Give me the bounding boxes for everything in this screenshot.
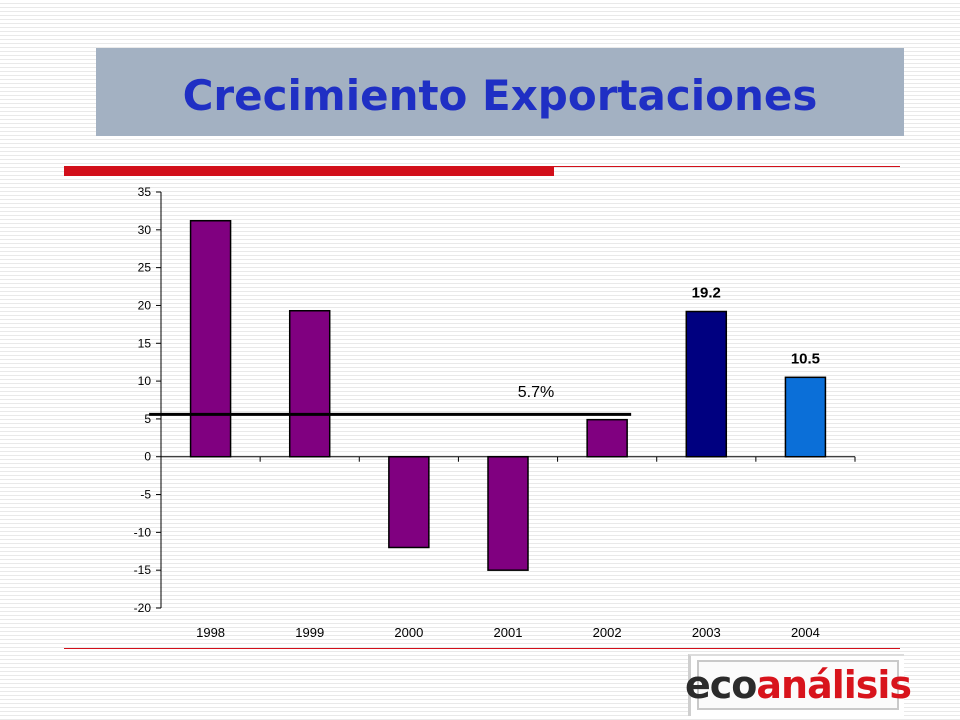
y-tick-label: 20 (138, 298, 152, 312)
bar-1998 (189, 219, 232, 458)
y-tick-label: 10 (138, 374, 152, 388)
ecoanalisis-logo: eco análisis (685, 660, 912, 710)
y-tick-label: 35 (138, 185, 152, 199)
y-tick-label: 30 (138, 223, 152, 237)
logo-text-analisis: análisis (756, 663, 912, 707)
data-label: 19.2 (692, 285, 721, 302)
y-tick-label: -15 (134, 563, 152, 577)
red-rule-thin-bottom (64, 648, 900, 649)
x-tick-label: 1998 (196, 625, 225, 640)
y-tick-label: -20 (134, 601, 152, 615)
y-tick-label: -10 (134, 525, 152, 539)
x-tick-label: 2003 (692, 625, 721, 640)
x-tick-label: 2001 (494, 625, 523, 640)
y-tick-label: 15 (138, 336, 152, 350)
reference-line-label: 5.7% (518, 384, 554, 401)
page-title: Crecimiento Exportaciones (182, 70, 818, 120)
bar-2000 (388, 455, 430, 549)
bar-2001 (487, 455, 529, 571)
y-tick-label: -5 (140, 488, 151, 502)
x-tick-label: 1999 (295, 625, 324, 640)
title-bar: Crecimiento Exportaciones (96, 48, 904, 136)
x-tick-label: 2000 (394, 625, 423, 640)
x-tick-label: 2002 (593, 625, 622, 640)
bar-2003 (685, 310, 728, 458)
logo-text-eco: eco (684, 663, 757, 707)
x-tick-label: 2004 (791, 625, 820, 640)
red-rule-thick (64, 166, 554, 176)
bar-1999 (288, 309, 331, 458)
logo-box: eco análisis (685, 654, 912, 716)
y-tick-label: 25 (138, 261, 152, 275)
data-label: 10.5 (791, 350, 820, 367)
red-rule-thin-top (554, 166, 900, 167)
y-tick-label: 5 (144, 412, 151, 426)
y-tick-label: 0 (144, 450, 151, 464)
bar-2004 (784, 376, 827, 458)
bar-2002 (586, 418, 628, 458)
